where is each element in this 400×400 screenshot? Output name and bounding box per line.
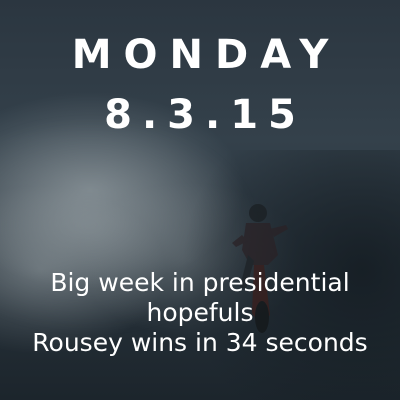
dirt-bike-rider-image <box>232 204 288 333</box>
date-heading: 8.3.15 <box>104 92 306 138</box>
story-item: Big week in presidential hopefuls <box>50 268 350 327</box>
story-item: Rousey wins in 34 seconds <box>32 328 368 357</box>
story-list: Big week in presidential hopefuls Rousey… <box>0 268 400 358</box>
day-heading: MONDAY <box>71 32 341 78</box>
dark-hill-background <box>180 150 400 400</box>
